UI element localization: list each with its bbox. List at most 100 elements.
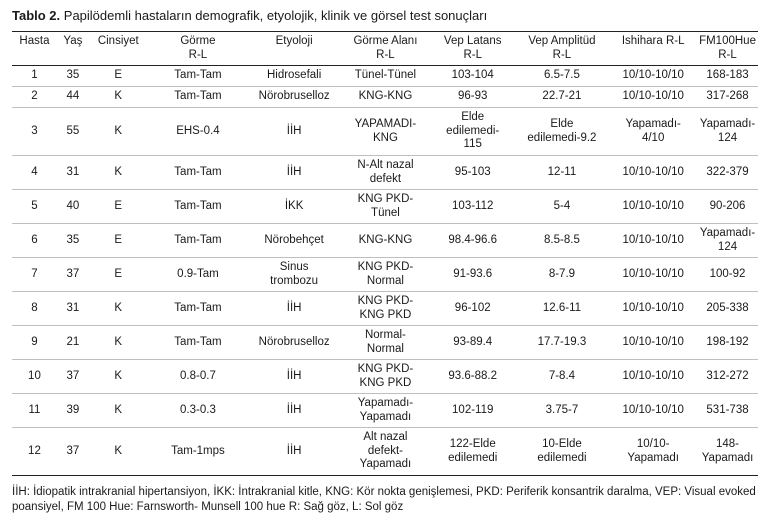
- cell-ishihara: 10/10-10/10: [622, 165, 684, 178]
- cell-gorme-alani: YAPAMADI- KNG: [354, 118, 417, 144]
- cell-cinsiyet: K: [114, 369, 123, 382]
- cell-yas: 31: [66, 301, 80, 314]
- table-row: 9 21 K Tam-Tam Nörobruselloz Normal- Normal 93-…: [12, 326, 758, 360]
- cell-yas: 40: [66, 199, 80, 212]
- cell-yas: 37: [66, 369, 80, 382]
- cell-fm100hue: 168-183: [706, 69, 749, 82]
- cell-gorme-alani: KNG PKD- Tünel: [357, 193, 414, 219]
- cell-yas: 35: [66, 69, 80, 82]
- cell-hasta: 8: [31, 301, 38, 314]
- cell-hasta: 10: [28, 369, 41, 382]
- table-caption-text: Papilödemli hastaların demografik, etyol…: [60, 8, 488, 23]
- cell-gorme: Tam-Tam: [174, 233, 222, 246]
- table-row: 1 35 E Tam-Tam Hidrosefali Tünel-Tünel 103-104…: [12, 66, 758, 87]
- cell-ishihara: 10/10-10/10: [622, 403, 684, 416]
- cell-cinsiyet: K: [114, 444, 123, 457]
- cell-etyoloji: İİH: [286, 444, 302, 457]
- cell-etyoloji: Nörobehçet: [264, 233, 324, 246]
- cell-hasta: 11: [28, 403, 41, 416]
- cell-vep-latans: 103-112: [452, 199, 494, 212]
- cell-vep-amplitud: 8-7.9: [548, 267, 576, 280]
- table-row: 6 35 E Tam-Tam Nörobehçet KNG-KNG 98.4-96.6 8.5…: [12, 224, 758, 258]
- cell-fm100hue: 148- Yapamadı: [701, 438, 754, 464]
- table-row: 4 31 K Tam-Tam İİH N-Alt nazal defekt 95-103 12-…: [12, 156, 758, 190]
- cell-fm100hue: 205-338: [706, 301, 749, 314]
- cell-vep-latans: 102-119: [452, 403, 494, 416]
- cell-fm100hue: 322-379: [706, 165, 749, 178]
- cell-ishihara: Yapamadı- 4/10: [625, 118, 681, 144]
- cell-gorme: Tam-Tam: [174, 301, 222, 314]
- cell-ishihara: 10/10- Yapamadı: [627, 438, 679, 464]
- cell-vep-latans: 96-93: [458, 90, 488, 103]
- cell-gorme-alani: KNG PKD- KNG PKD: [357, 363, 414, 389]
- cell-gorme-alani: KNG PKD- KNG PKD: [357, 295, 414, 321]
- cell-vep-amplitud: 7-8.4: [548, 369, 576, 382]
- patient-results-table: Hasta Yaş Cinsiyet Görme R-L Etyoloji Görme Al…: [12, 31, 758, 476]
- cell-gorme-alani: Normal- Normal: [364, 329, 406, 355]
- cell-gorme-alani: KNG PKD- Normal: [357, 261, 414, 287]
- table-header: Hasta Yaş Cinsiyet Görme R-L Etyoloji Görme Al…: [12, 31, 758, 66]
- cell-etyoloji: İİH: [286, 124, 302, 137]
- cell-vep-amplitud: 17.7-19.3: [537, 335, 587, 348]
- cell-yas: 39: [66, 403, 80, 416]
- cell-gorme-alani: KNG-KNG: [358, 233, 413, 246]
- cell-gorme: 0.9-Tam: [177, 267, 219, 280]
- cell-gorme: Tam-1mps: [171, 444, 225, 457]
- cell-vep-amplitud: 3.75-7: [545, 403, 579, 416]
- cell-yas: 37: [66, 267, 80, 280]
- cell-vep-latans: 95-103: [454, 165, 491, 178]
- cell-hasta: 5: [31, 199, 38, 212]
- table-row: 2 44 K Tam-Tam Nörobruselloz KNG-KNG 96-93 22.7…: [12, 87, 758, 108]
- cell-gorme-alani: N-Alt nazal defekt: [357, 159, 414, 185]
- cell-etyoloji: İİH: [286, 369, 302, 382]
- cell-cinsiyet: K: [114, 335, 123, 348]
- cell-gorme: Tam-Tam: [174, 335, 222, 348]
- cell-cinsiyet: K: [114, 301, 123, 314]
- cell-gorme-alani: Yapamadı- Yapamadı: [357, 397, 414, 423]
- cell-vep-amplitud: 22.7-21: [542, 90, 582, 103]
- cell-ishihara: 10/10-10/10: [622, 69, 684, 82]
- cell-gorme-alani: KNG-KNG: [358, 90, 413, 103]
- header-fm100hue: FM100Hue R-L: [699, 35, 756, 61]
- cell-hasta: 6: [31, 233, 38, 246]
- cell-gorme-alani: Tünel-Tünel: [354, 69, 417, 82]
- table-caption: Tablo 2. Papilödemli hastaların demograf…: [12, 8, 487, 24]
- cell-cinsiyet: E: [114, 233, 123, 246]
- cell-vep-latans: 91-93.6: [453, 267, 493, 280]
- cell-vep-latans: 96-102: [454, 301, 491, 314]
- cell-etyoloji: İKK: [284, 199, 304, 212]
- cell-fm100hue: 317-268: [706, 90, 749, 103]
- cell-vep-amplitud: 8.5-8.5: [544, 233, 580, 246]
- cell-vep-amplitud: 6.5-7.5: [544, 69, 580, 82]
- cell-yas: 21: [66, 335, 80, 348]
- cell-hasta: 1: [31, 69, 38, 82]
- cell-gorme: 0.8-0.7: [180, 369, 216, 382]
- cell-gorme: Tam-Tam: [174, 199, 222, 212]
- cell-vep-amplitud: 12-11: [547, 165, 577, 178]
- cell-fm100hue: 312-272: [706, 369, 749, 382]
- header-vep-latans: Vep Latans R-L: [443, 35, 502, 61]
- header-ishihara: Ishihara R-L: [621, 35, 685, 47]
- cell-gorme: Tam-Tam: [174, 90, 222, 103]
- cell-gorme: Tam-Tam: [174, 165, 222, 178]
- cell-hasta: 2: [31, 90, 38, 103]
- header-yas: Yaş: [63, 35, 83, 47]
- cell-ishihara: 10/10-10/10: [622, 199, 684, 212]
- cell-ishihara: 10/10-10/10: [622, 369, 684, 382]
- cell-cinsiyet: E: [114, 267, 123, 280]
- cell-ishihara: 10/10-10/10: [622, 90, 684, 103]
- cell-gorme-alani: Alt nazal defekt- Yapamadı: [359, 431, 412, 471]
- cell-hasta: 9: [31, 335, 38, 348]
- cell-hasta: 12: [28, 444, 41, 457]
- cell-etyoloji: İİH: [286, 165, 302, 178]
- cell-vep-latans: 93-89.4: [453, 335, 493, 348]
- table-row: 8 31 K Tam-Tam İİH KNG PKD- KNG PKD 96-102 12.6-…: [12, 292, 758, 326]
- cell-vep-latans: Elde edilemedi- 115: [446, 111, 500, 151]
- cell-cinsiyet: K: [114, 90, 123, 103]
- cell-etyoloji: Hidrosefali: [266, 69, 322, 82]
- cell-cinsiyet: K: [114, 165, 123, 178]
- cell-vep-latans: 93.6-88.2: [448, 369, 498, 382]
- table-row: 7 37 E 0.9-Tam Sinus trombozu KNG PKD- Normal 91…: [12, 258, 758, 292]
- header-cinsiyet: Cinsiyet: [97, 35, 139, 47]
